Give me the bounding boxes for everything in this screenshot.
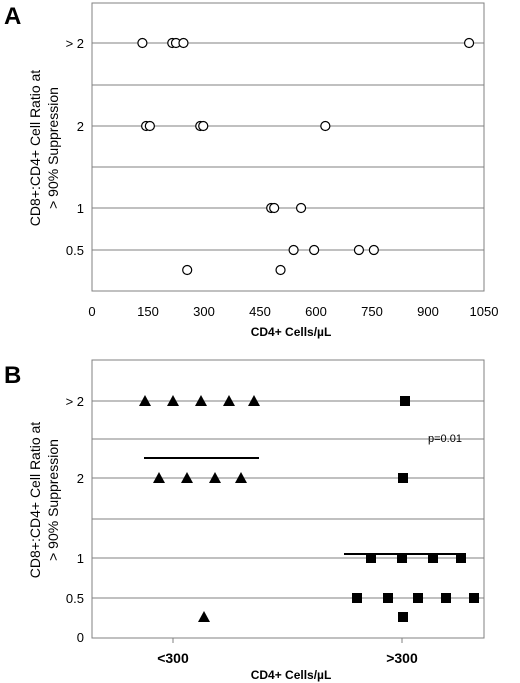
panel-b-square-point [352, 593, 362, 603]
panel-a-xtick-label: 0 [88, 304, 95, 319]
panel-b-ytick-label: 1 [77, 551, 84, 566]
panel-a-xtick-label: 900 [417, 304, 439, 319]
panel-b-square-point [428, 553, 438, 563]
panel-b-triangle-point [198, 611, 210, 622]
panel-b-ylabel-line1: CD8+:CD4+ Cell Ratio at [27, 422, 43, 579]
panel-b-square-point [366, 553, 376, 563]
panel-b-square-point [398, 473, 408, 483]
panel-a-point [144, 120, 155, 132]
panel-b-triangle-point [195, 395, 207, 406]
panel-b-ylabel-line2: > 90% Suppression [45, 439, 61, 561]
panel-a-xtick-label: 750 [361, 304, 383, 319]
panel-a-ytick-label: 0.5 [66, 243, 84, 258]
panel-b-square-point [469, 593, 479, 603]
panel-a-ylabel-line1: CD8+:CD4+ Cell Ratio at [27, 70, 43, 227]
panel-a-ytick-label: 1 [77, 201, 84, 216]
panel-b-square-point [397, 553, 407, 563]
panel-a-letter: A [4, 3, 21, 30]
panel-a-xlabel: CD4+ Cells/µL [251, 325, 332, 339]
panel-b-square-point [400, 396, 410, 406]
panel-a-point [182, 264, 193, 276]
panel-a-xtick-label: 1050 [470, 304, 499, 319]
panel-a-point [137, 37, 148, 49]
panel-b-triangle-point [139, 395, 151, 406]
panel-a-point [269, 202, 280, 214]
panel-b-ytick-label: 0.5 [66, 591, 84, 606]
panel-a-xtick-label: 300 [193, 304, 215, 319]
panel-b-triangle-point [223, 395, 235, 406]
panel-b-square-point [456, 553, 466, 563]
panel-a-point [198, 120, 209, 132]
panel-a-plot-area [91, 2, 485, 292]
panel-b-triangle-point [167, 395, 179, 406]
panel-b-triangle-point [181, 472, 193, 483]
panel-a-point [320, 120, 331, 132]
panel-b-ytick-label: 2 [77, 471, 84, 486]
panel-a: A CD8+:CD4+ Cell Ratio at > 90% Suppress… [4, 2, 499, 339]
panel-b-square-point [441, 593, 451, 603]
panel-a-xtick-label: 450 [249, 304, 271, 319]
panel-b-ytick-label: 0 [77, 630, 84, 645]
panel-b-xlabel: CD4+ Cells/µL [251, 668, 332, 682]
panel-a-ytick-label: 2 [77, 119, 84, 134]
panel-b-plot-area [91, 359, 485, 639]
panel-b-square-point [413, 593, 423, 603]
panel-b-triangle-point [235, 472, 247, 483]
panel-a-point [309, 244, 320, 256]
panel-b-category-label: <300 [157, 650, 189, 666]
panel-a-point [295, 202, 307, 214]
panel-b-triangle-point [153, 472, 165, 483]
panel-b-triangle-point [209, 472, 221, 483]
panel-b-square-point [398, 612, 408, 622]
panel-b-letter: B [4, 362, 21, 389]
panel-b-category-label: >300 [386, 650, 418, 666]
panel-a-xtick-label: 600 [305, 304, 327, 319]
panel-b-ytick-label: > 2 [66, 394, 84, 409]
panel-a-point [275, 264, 286, 276]
panel-a-point [353, 244, 365, 256]
panel-b-p-value: p=0.01 [428, 433, 462, 445]
panel-b: B CD8+:CD4+ Cell Ratio at > 90% Suppress… [4, 359, 485, 682]
panel-b-triangle-point [248, 395, 260, 406]
panel-a-point [178, 37, 189, 49]
panel-a-point [368, 244, 379, 256]
panel-a-xtick-label: 150 [137, 304, 159, 319]
panel-a-point [288, 244, 299, 256]
panel-a-point [463, 37, 475, 49]
panel-a-ylabel-line2: > 90% Suppression [45, 87, 61, 209]
panel-a-ytick-label: > 2 [66, 36, 84, 51]
panel-b-square-point [383, 593, 393, 603]
